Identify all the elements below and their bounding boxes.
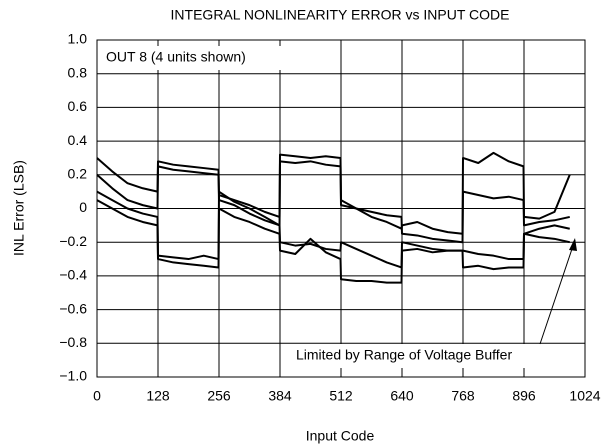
y-tick-label: −1.0 <box>59 368 87 384</box>
y-tick-label: −0.6 <box>59 300 87 316</box>
y-tick-label: −0.2 <box>59 233 87 249</box>
y-tick-label: 0.8 <box>68 64 88 80</box>
x-tick-label: 768 <box>451 388 475 404</box>
x-tick-label: 384 <box>268 388 292 404</box>
y-axis-label: INL Error (LSB) <box>11 160 27 256</box>
annotation-arrow <box>539 239 576 345</box>
x-tick-label: 1024 <box>569 388 600 404</box>
x-tick-label: 896 <box>512 388 536 404</box>
series-line <box>96 151 571 235</box>
x-tick-label: 128 <box>146 388 170 404</box>
y-tick-label: 1.0 <box>68 31 88 47</box>
series-line <box>96 190 570 269</box>
y-tick-label: −0.4 <box>59 267 87 283</box>
y-tick-label: 0 <box>79 199 87 215</box>
x-tick-label: 0 <box>93 388 101 404</box>
x-tick-label: 640 <box>390 388 414 404</box>
series-line <box>96 199 570 284</box>
y-tick-label: 0.4 <box>68 132 88 148</box>
x-tick-label: 256 <box>207 388 231 404</box>
y-tick-label: 0.6 <box>68 98 88 114</box>
y-tick-label: −0.8 <box>59 334 87 350</box>
series-line <box>96 160 570 244</box>
annotation: Limited by Range of Voltage Buffer <box>296 347 512 363</box>
y-tick-label: 0.2 <box>68 166 88 182</box>
annotation-bg <box>102 46 298 70</box>
annotation: OUT 8 (4 units shown) <box>106 49 246 65</box>
arrow-head <box>569 238 577 251</box>
x-tick-label: 512 <box>329 388 353 404</box>
chart-title: INTEGRAL NONLINEARITY ERROR vs INPUT COD… <box>171 7 510 23</box>
plot-area: −1.0 −0.8 −0.6 −0.4 −0.2 0 0.2 0.4 0.6 0.8 1.0 0 128… <box>59 31 600 404</box>
annotation-bg <box>292 344 582 368</box>
plot-border <box>96 39 586 378</box>
x-axis-label: Input Code <box>306 428 375 444</box>
